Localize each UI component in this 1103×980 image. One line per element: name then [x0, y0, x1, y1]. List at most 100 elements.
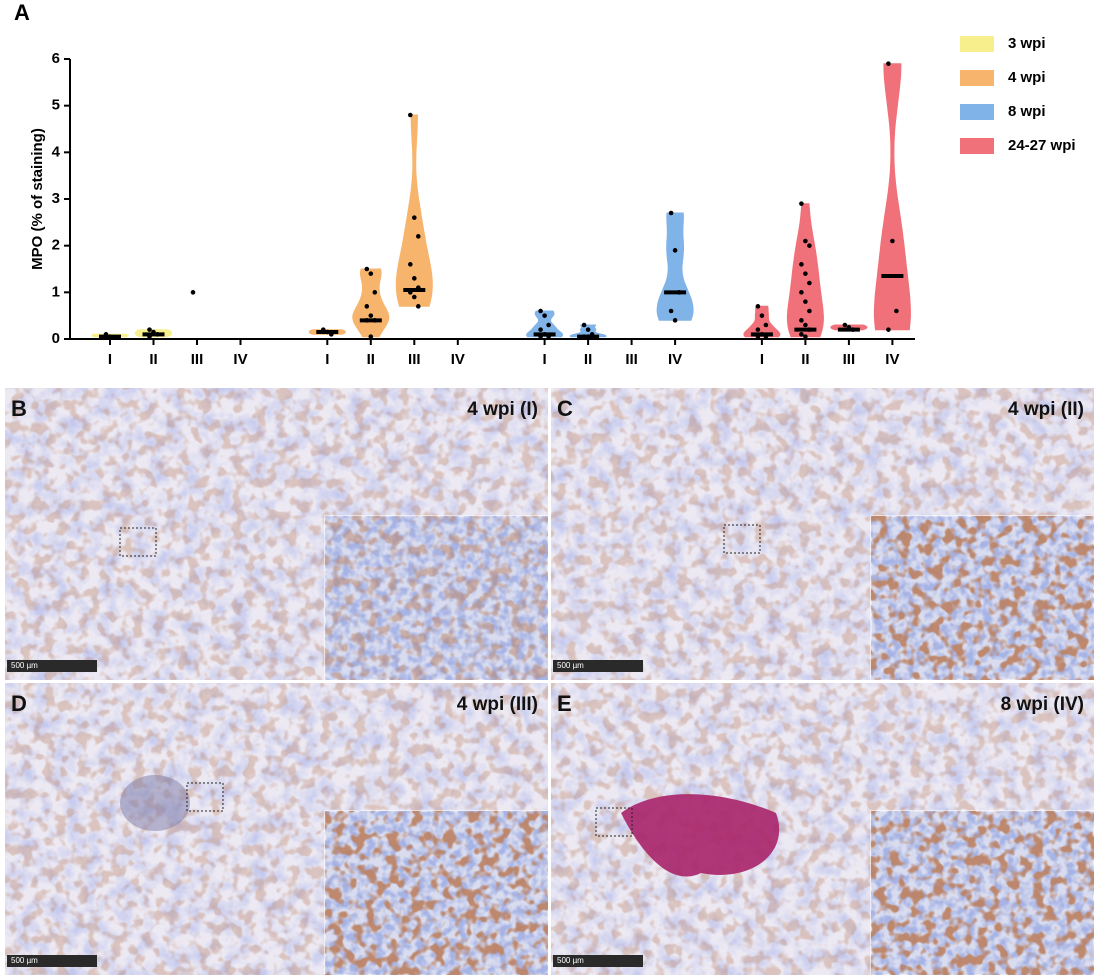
y-tick-label: 1	[52, 283, 60, 300]
data-point	[894, 308, 899, 314]
data-point	[668, 210, 674, 216]
legend-label: 3 wpi	[1008, 35, 1046, 52]
data-point	[542, 313, 547, 318]
inset-stain	[871, 516, 1094, 680]
data-point	[368, 334, 374, 339]
scale-bar	[553, 660, 643, 672]
data-point	[799, 262, 804, 267]
legend-label: 24-27 wpi	[1008, 137, 1076, 154]
data-point	[676, 290, 682, 295]
data-point	[372, 318, 378, 323]
data-point	[538, 334, 543, 339]
data-point	[372, 290, 378, 295]
x-tick-label: II	[584, 351, 592, 368]
data-point	[755, 304, 761, 309]
data-point	[799, 318, 804, 323]
x-tick-label: I	[543, 351, 547, 368]
x-tick-label: IV	[885, 351, 899, 368]
legend-swatch	[960, 104, 994, 120]
panel-label: B	[11, 396, 27, 421]
inset-stain	[871, 811, 1094, 975]
legend-swatch	[960, 138, 994, 154]
data-point	[147, 327, 152, 332]
data-point	[755, 327, 761, 332]
data-point	[364, 304, 370, 309]
data-point	[325, 329, 330, 335]
x-tick-label: III	[625, 351, 638, 368]
scale-bar	[7, 955, 97, 967]
data-point	[759, 332, 765, 337]
x-tick-label: IV	[233, 351, 247, 368]
panel-title: 4 wpi (I)	[467, 399, 538, 420]
data-point	[585, 334, 591, 339]
violin	[352, 268, 390, 338]
data-point	[668, 308, 674, 314]
data-point	[799, 290, 804, 295]
micrograph-panel: 500 µm B 4 wpi (I)	[5, 388, 549, 681]
scale-bar	[7, 660, 97, 672]
data-point	[416, 234, 421, 239]
data-point	[408, 262, 413, 267]
data-point	[368, 271, 374, 276]
micrograph-panel: 500 µm E 8 wpi (IV)	[551, 683, 1095, 976]
panel-label: D	[11, 691, 27, 716]
data-point	[364, 318, 370, 323]
data-point	[408, 112, 413, 118]
data-point	[799, 201, 804, 206]
violin	[526, 310, 564, 338]
legend-swatch	[960, 36, 994, 52]
micrograph-panel: 500 µm D 4 wpi (III)	[5, 683, 549, 976]
zoom-region	[723, 524, 761, 554]
violin	[786, 203, 824, 338]
data-point	[759, 313, 765, 318]
data-point	[807, 280, 812, 286]
legend-label: 4 wpi	[1008, 69, 1046, 86]
x-tick-label: II	[149, 351, 157, 368]
data-point	[103, 332, 109, 337]
data-point	[886, 61, 891, 66]
panel-label: A	[14, 0, 30, 25]
data-point	[803, 271, 808, 276]
data-point	[155, 332, 160, 337]
data-point	[151, 329, 156, 335]
data-point	[581, 334, 587, 339]
necrotic-core	[621, 794, 780, 877]
data-point	[807, 308, 812, 314]
x-tick-label: I	[325, 351, 329, 368]
y-tick-label: 5	[52, 97, 60, 114]
y-tick-label: 6	[52, 50, 60, 67]
data-point	[803, 334, 808, 339]
x-tick-label: IV	[668, 351, 682, 368]
data-point	[672, 248, 678, 253]
scale-label: 500 µm	[11, 661, 38, 670]
x-tick-label: I	[108, 351, 112, 368]
data-point	[763, 322, 769, 328]
data-point	[842, 322, 848, 328]
data-point	[846, 325, 852, 330]
scale-label: 500 µm	[557, 956, 584, 965]
x-tick-label: II	[801, 351, 809, 368]
data-point	[763, 334, 769, 339]
legend-label: 8 wpi	[1008, 103, 1046, 120]
data-point	[799, 332, 804, 337]
data-point	[755, 334, 761, 339]
x-tick-label: III	[843, 351, 856, 368]
data-point	[107, 334, 113, 339]
data-point	[321, 327, 326, 332]
data-point	[364, 266, 370, 272]
y-tick-label: 4	[52, 143, 61, 160]
panel-title: 4 wpi (III)	[457, 694, 538, 715]
inset-stain	[325, 516, 548, 680]
data-point	[329, 332, 334, 337]
data-point	[412, 294, 417, 300]
zoom-region	[186, 782, 224, 812]
data-point	[408, 290, 413, 295]
scale-label: 500 µm	[557, 661, 584, 670]
panel-title: 8 wpi (IV)	[1001, 694, 1084, 715]
zoom-region	[595, 807, 633, 837]
legend-swatch	[960, 70, 994, 86]
micrograph-panel: 500 µm C 4 wpi (II)	[551, 388, 1095, 681]
granuloma-core	[120, 775, 190, 831]
data-point	[538, 327, 543, 332]
